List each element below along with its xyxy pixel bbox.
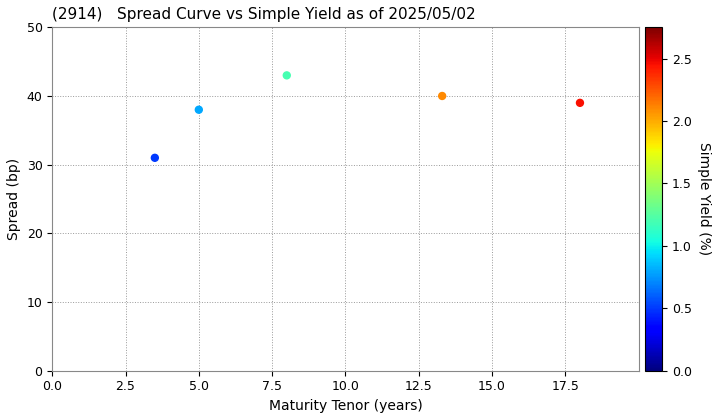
Point [149, 155, 161, 161]
X-axis label: Maturity Tenor (years): Maturity Tenor (years) [269, 399, 423, 413]
Point [436, 93, 448, 100]
Text: (2914)   Spread Curve vs Simple Yield as of 2025/05/02: (2914) Spread Curve vs Simple Yield as o… [53, 7, 476, 22]
Y-axis label: Spread (bp): Spread (bp) [7, 158, 21, 240]
Point [193, 106, 204, 113]
Y-axis label: Simple Yield (%): Simple Yield (%) [697, 142, 711, 256]
Point [281, 72, 292, 79]
Point [575, 100, 586, 106]
